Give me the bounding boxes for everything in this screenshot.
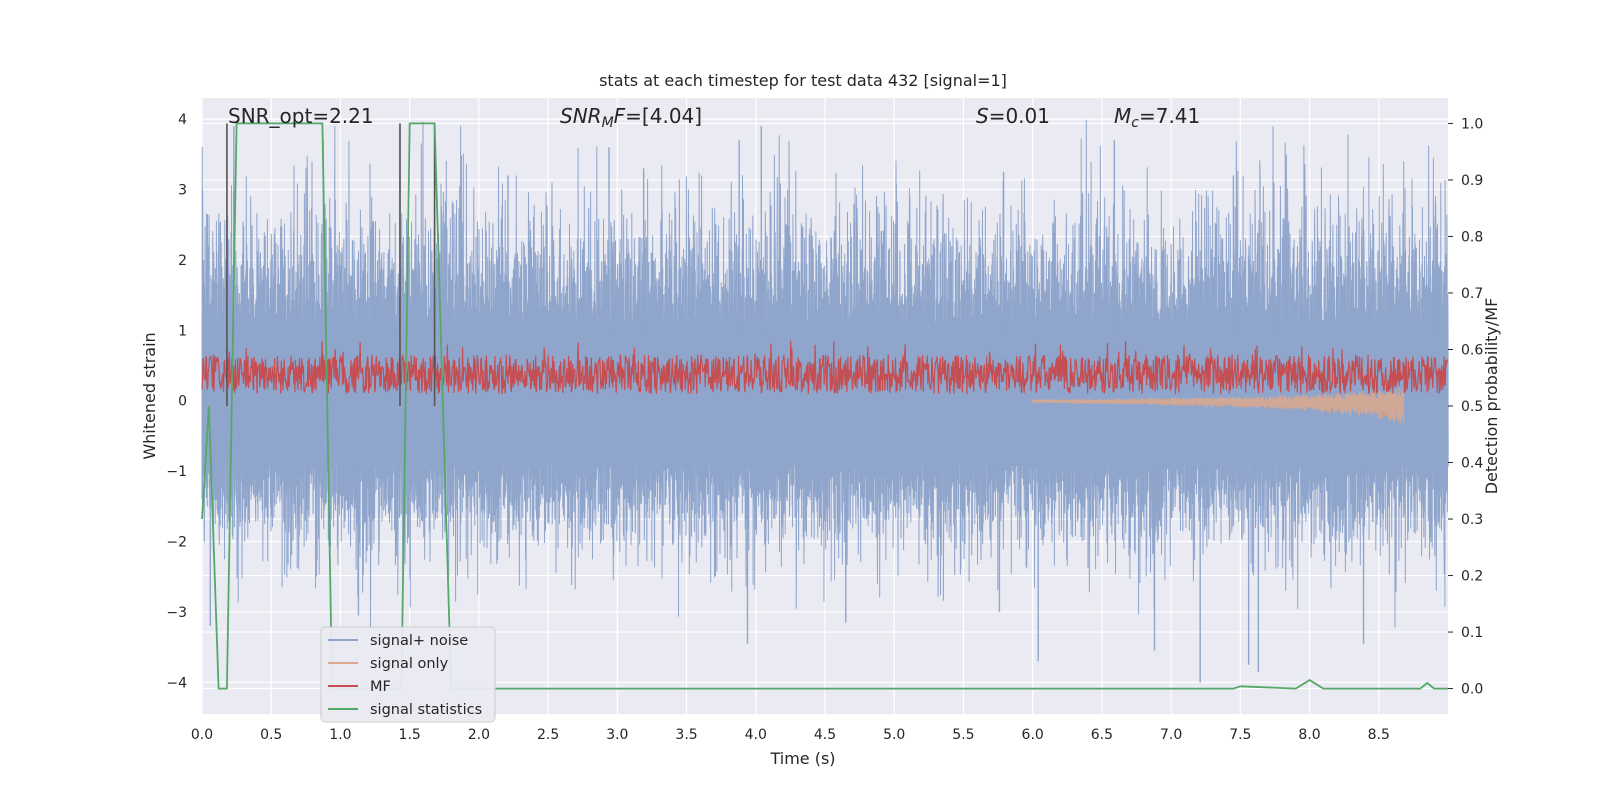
y2-tick-label: 0.5	[1461, 399, 1483, 415]
annotation-snr-mf: SNRMF=[4.04]	[560, 104, 702, 131]
y-tick-label: −1	[166, 464, 187, 480]
annotation-s: S=0.01	[976, 104, 1050, 128]
y2-tick-label: 0.0	[1461, 682, 1483, 698]
y2-tick-label: 0.9	[1461, 173, 1483, 189]
series-signal-only	[1032, 388, 1405, 423]
x-tick-label: 8.5	[1368, 727, 1390, 743]
x-tick-label: 8.0	[1298, 727, 1320, 743]
x-tick-label: 6.0	[1022, 727, 1044, 743]
legend-label: signal statistics	[370, 702, 482, 718]
y2-tick-label: 0.2	[1461, 569, 1483, 585]
y2-axis-label: Detection probability/MF	[1482, 298, 1501, 495]
legend-label: signal+ noise	[370, 633, 468, 649]
x-tick-label: 2.0	[468, 727, 490, 743]
y2-tick-label: 0.4	[1461, 456, 1483, 472]
x-tick-label: 1.5	[399, 727, 421, 743]
x-tick-label: 5.0	[883, 727, 905, 743]
x-tick-label: 2.5	[537, 727, 559, 743]
y-tick-label: −2	[166, 535, 187, 551]
y-tick-label: −3	[166, 605, 187, 621]
x-tick-label: 7.5	[1229, 727, 1251, 743]
x-tick-label: 3.5	[675, 727, 697, 743]
y2-tick-label: 1.0	[1461, 116, 1483, 132]
y-tick-label: 2	[178, 253, 187, 269]
y-tick-label: 4	[178, 112, 187, 128]
legend-label: MF	[370, 679, 391, 695]
y2-tick-label: 0.7	[1461, 286, 1483, 302]
series-signal-noise	[201, 119, 1449, 631]
x-tick-label: 0.5	[260, 727, 282, 743]
y-tick-label: 0	[178, 394, 187, 410]
y-axis-label: Whitened strain	[140, 332, 159, 459]
x-tick-label: 4.0	[745, 727, 767, 743]
x-tick-label: 7.0	[1160, 727, 1182, 743]
y2-tick-label: 0.8	[1461, 229, 1483, 245]
y2-tick-label: 0.6	[1461, 342, 1483, 358]
y2-tick-label: 0.3	[1461, 512, 1483, 528]
x-tick-label: 6.5	[1091, 727, 1113, 743]
x-tick-label: 3.0	[606, 727, 628, 743]
y-tick-label: 1	[178, 323, 187, 339]
series-mf	[201, 340, 1449, 395]
legend: signal+ noise signal only MF signal statist…	[320, 626, 496, 723]
annotation-mc: Mc=7.41	[1114, 104, 1200, 131]
legend-box	[320, 626, 496, 723]
chart-title: stats at each timestep for test data 432…	[599, 71, 1007, 90]
x-tick-label: 0.0	[191, 727, 213, 743]
annotation-snr-opt: SNR_opt=2.21	[228, 104, 374, 128]
y-tick-label: −4	[166, 675, 187, 691]
series-signal-statistics	[201, 122, 1448, 690]
x-tick-label: 4.5	[814, 727, 836, 743]
y2-tick-label: 0.1	[1461, 625, 1483, 641]
x-tick-label: 1.0	[329, 727, 351, 743]
x-axis-label: Time (s)	[769, 749, 835, 768]
y-tick-label: 3	[178, 183, 187, 199]
x-tick-label: 5.5	[952, 727, 974, 743]
legend-label: signal only	[370, 656, 449, 672]
